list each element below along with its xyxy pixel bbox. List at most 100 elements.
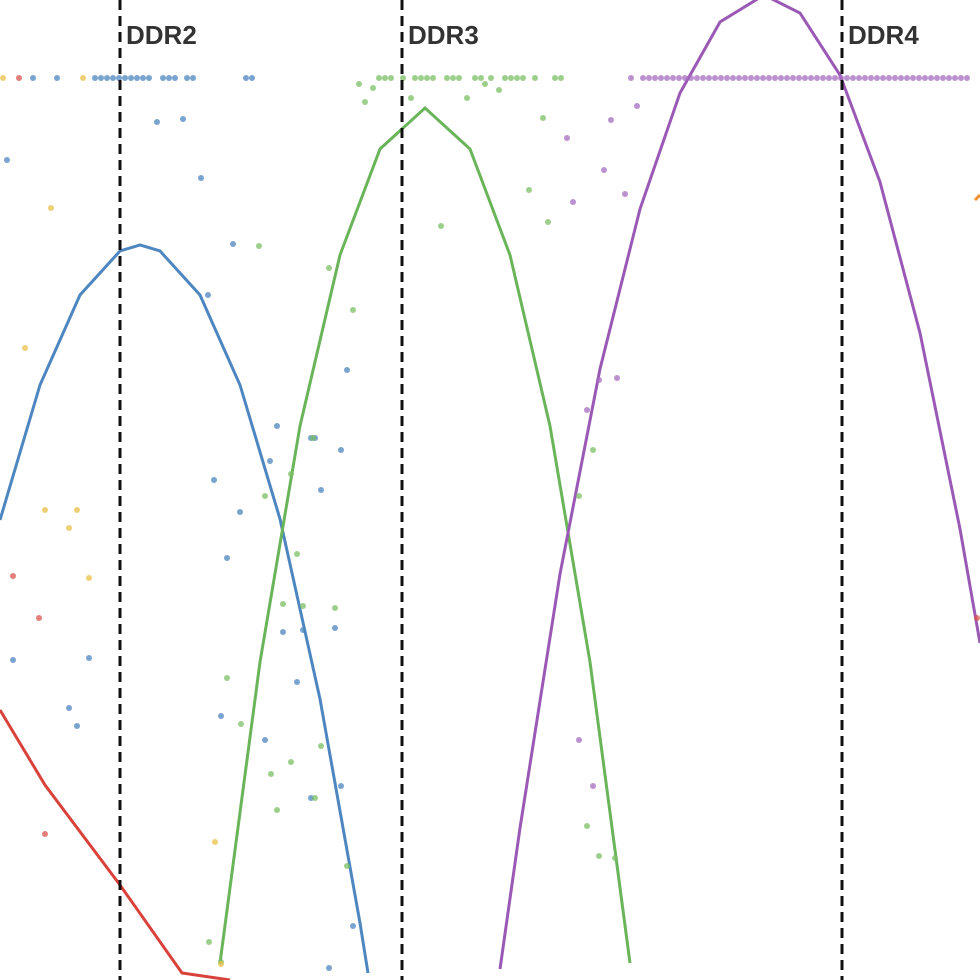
point [700, 75, 706, 81]
point [910, 75, 916, 81]
point [478, 75, 484, 81]
point [868, 75, 874, 81]
point [928, 75, 934, 81]
point [430, 75, 436, 81]
point [892, 75, 898, 81]
point [670, 75, 676, 81]
point [862, 75, 868, 81]
point [280, 601, 286, 607]
point [832, 75, 838, 81]
point [86, 655, 92, 661]
curve [218, 105, 632, 964]
point [450, 75, 456, 81]
point [520, 75, 526, 81]
point [646, 75, 652, 81]
point [634, 103, 640, 109]
point [326, 965, 332, 971]
point [590, 447, 596, 453]
point [350, 307, 356, 313]
point [418, 75, 424, 81]
point [934, 75, 940, 81]
point [964, 75, 970, 81]
point [256, 243, 262, 249]
point [508, 75, 514, 81]
point [160, 75, 166, 81]
point [218, 713, 224, 719]
point [318, 743, 324, 749]
point [596, 377, 602, 383]
point [338, 783, 344, 789]
point [98, 75, 104, 81]
point [262, 737, 268, 743]
point [211, 477, 217, 483]
point [274, 423, 280, 429]
point [808, 75, 814, 81]
divider-label: DDR3 [408, 20, 479, 50]
point [294, 551, 300, 557]
point [0, 75, 6, 81]
point [718, 75, 724, 81]
point [628, 75, 634, 81]
point [622, 191, 628, 197]
point [922, 75, 928, 81]
point [532, 75, 538, 81]
point [294, 679, 300, 685]
point [612, 855, 618, 861]
point [730, 75, 736, 81]
curve [0, 709, 231, 980]
point [916, 75, 922, 81]
point [80, 75, 86, 81]
point [778, 75, 784, 81]
point [736, 75, 742, 81]
point [664, 75, 670, 81]
point [790, 75, 796, 81]
point [344, 863, 350, 869]
point [946, 75, 952, 81]
point [300, 603, 306, 609]
point [608, 117, 614, 123]
point [198, 175, 204, 181]
point [940, 75, 946, 81]
curve [498, 0, 980, 970]
point [376, 75, 382, 81]
point [332, 605, 338, 611]
point [218, 961, 224, 967]
point [826, 75, 832, 81]
point [190, 75, 196, 81]
point [772, 75, 778, 81]
point [382, 75, 388, 81]
point [584, 823, 590, 829]
point [576, 493, 582, 499]
point [42, 507, 48, 513]
point [388, 75, 394, 81]
point [814, 75, 820, 81]
point [332, 625, 338, 631]
point [958, 75, 964, 81]
point [502, 75, 508, 81]
point [66, 525, 72, 531]
point [760, 75, 766, 81]
point [116, 75, 122, 81]
point [596, 853, 602, 859]
point [128, 75, 134, 81]
curve [973, 193, 980, 202]
point [838, 75, 844, 81]
point [166, 75, 172, 81]
point [540, 115, 546, 121]
point [48, 205, 54, 211]
point [576, 737, 582, 743]
point [184, 75, 190, 81]
point [54, 75, 60, 81]
point [206, 939, 212, 945]
point [682, 75, 688, 81]
point [652, 75, 658, 81]
point [212, 839, 218, 845]
point [4, 157, 10, 163]
point [326, 265, 332, 271]
point [344, 367, 350, 373]
point [274, 807, 280, 813]
point [898, 75, 904, 81]
point [601, 167, 607, 173]
point [16, 75, 22, 81]
point [820, 75, 826, 81]
